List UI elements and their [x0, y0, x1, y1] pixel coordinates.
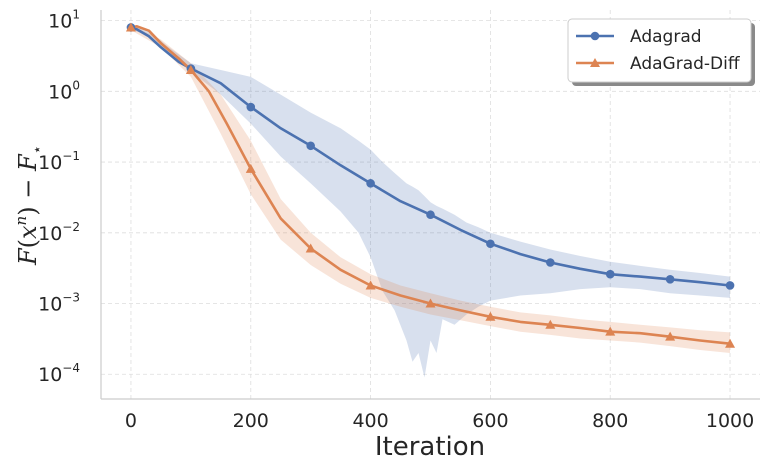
data-point: [485, 311, 496, 321]
data-point: [546, 258, 555, 267]
legend-marker: [590, 31, 600, 41]
legend: Adagrad AdaGrad-Diff: [567, 18, 755, 86]
legend-items: Adagrad AdaGrad-Diff: [576, 27, 741, 74]
x-tick-label: 600: [472, 410, 508, 432]
data-point: [185, 65, 196, 75]
legend-marker: [590, 58, 600, 67]
y-tick-label: 101: [48, 8, 80, 33]
data-point: [306, 141, 315, 151]
x-tick-label: 0: [125, 410, 137, 432]
y-tick-labels: 101 100 10−1 10−2 10−3 10−4: [38, 8, 80, 387]
data-point: [425, 298, 436, 308]
confidence-bands: [131, 24, 730, 378]
y-label-n: n: [12, 216, 30, 226]
data-point: [125, 22, 136, 32]
y-label-star: ⋆: [28, 145, 46, 154]
x-tick-labels: 0 200 400 600 800 1000: [125, 410, 754, 432]
x-tick-label: 200: [233, 410, 269, 432]
data-point: [305, 243, 316, 253]
y-tick-label: 10−1: [38, 149, 80, 174]
series-markers: [125, 22, 736, 348]
band-0: [131, 25, 730, 378]
y-tick-label: 10−2: [38, 220, 80, 245]
data-point: [246, 102, 256, 112]
x-tick-label: 1000: [706, 410, 754, 432]
y-label-open: (: [14, 239, 42, 248]
x-tick-label: 400: [352, 410, 388, 432]
x-axis-label: Iteration: [375, 432, 485, 462]
y-label-x: x: [14, 225, 42, 239]
data-point: [426, 210, 435, 220]
band-1: [131, 24, 730, 353]
data-point: [665, 274, 675, 284]
y-label-fstar: F: [14, 153, 42, 172]
data-point: [605, 326, 616, 336]
data-point: [365, 280, 376, 290]
y-axis-label: F(xn) − F⋆: [12, 145, 46, 266]
data-point: [665, 331, 676, 341]
y-tick-label: 10−3: [38, 291, 80, 316]
legend-label: Adagrad: [630, 27, 702, 47]
data-point: [486, 239, 495, 249]
data-point: [545, 319, 556, 329]
y-label-f: F: [14, 247, 42, 266]
data-point: [605, 269, 615, 279]
legend-label: AdaGrad-Diff: [630, 54, 741, 74]
y-label-close: ): [14, 206, 42, 215]
y-label-minus: −: [14, 171, 42, 206]
data-point: [725, 338, 736, 348]
data-point: [366, 179, 375, 188]
x-tick-label: 800: [592, 410, 628, 432]
series-line-0: [130, 26, 731, 287]
data-point: [725, 281, 735, 290]
y-tick-label: 100: [48, 78, 80, 103]
y-tick-label: 10−4: [38, 361, 80, 386]
data-point: [245, 163, 256, 173]
